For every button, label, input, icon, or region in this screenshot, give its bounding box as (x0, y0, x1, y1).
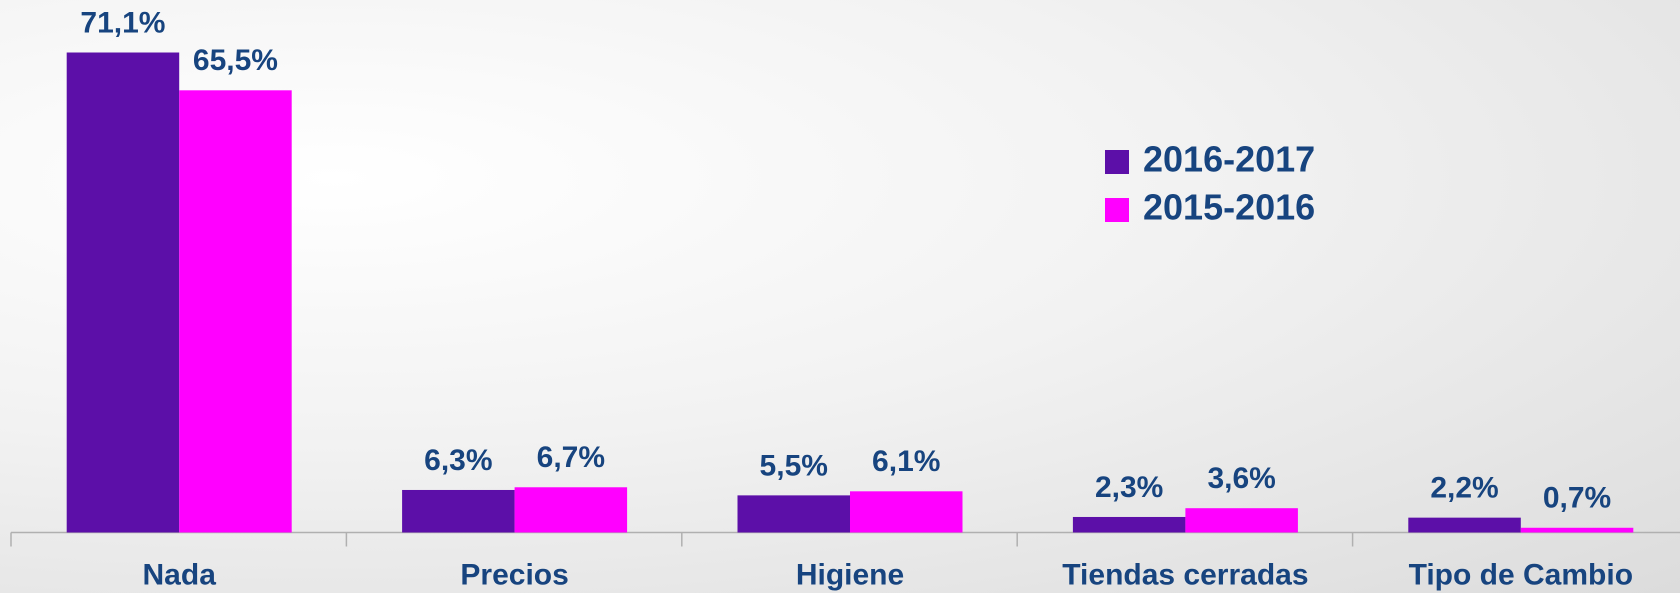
bar (402, 489, 515, 533)
value-label: 2,3% (1095, 471, 1163, 504)
legend-label: 2016-2017 (1143, 139, 1315, 180)
legend-swatch (1105, 198, 1129, 222)
value-label: 2,2% (1430, 472, 1498, 505)
x-tick-label: Nada (143, 558, 217, 591)
value-label: 3,6% (1207, 462, 1275, 495)
legend-label: 2015-2016 (1143, 187, 1315, 228)
bar (1072, 516, 1186, 533)
value-label: 6,3% (424, 444, 492, 477)
value-label: 6,7% (537, 441, 605, 474)
x-tick-label: Tiendas cerradas (1062, 558, 1308, 591)
bar (514, 487, 628, 533)
bar (179, 90, 292, 533)
x-tick-label: Precios (460, 558, 568, 591)
x-tick-label: Tipo de Cambio (1409, 558, 1633, 591)
bar (1520, 527, 1634, 533)
bar (1408, 517, 1521, 533)
value-label: 5,5% (760, 449, 828, 482)
bar (850, 491, 963, 533)
value-label: 71,1% (80, 6, 165, 39)
bar (1185, 508, 1298, 533)
value-label: 6,1% (872, 445, 940, 478)
value-label: 0,7% (1543, 482, 1611, 515)
x-tick-label: Higiene (796, 558, 904, 591)
bar (737, 495, 850, 533)
bar (66, 52, 180, 533)
legend-swatch (1105, 150, 1129, 174)
value-label: 65,5% (193, 44, 278, 77)
